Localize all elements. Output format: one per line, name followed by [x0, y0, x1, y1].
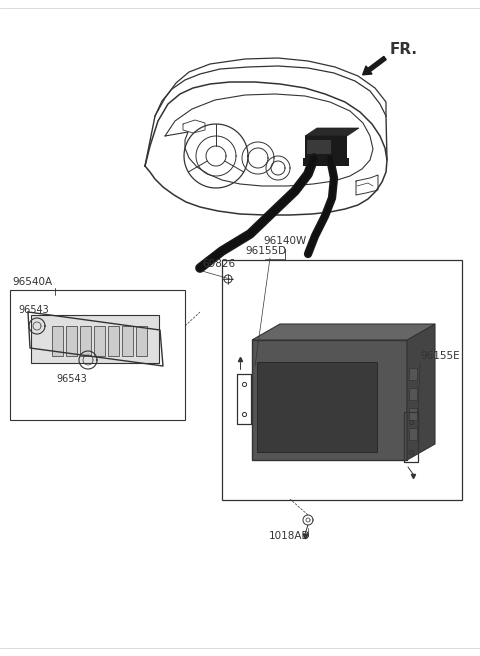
Text: 96540A: 96540A — [12, 277, 52, 287]
Bar — [108, 326, 119, 356]
Bar — [94, 326, 105, 356]
Bar — [66, 326, 77, 356]
Polygon shape — [407, 324, 435, 460]
Bar — [303, 158, 349, 166]
Bar — [252, 340, 407, 460]
Bar — [10, 290, 185, 420]
Bar — [80, 326, 91, 356]
Bar — [122, 326, 133, 356]
FancyArrow shape — [362, 56, 386, 75]
Text: 69826: 69826 — [202, 259, 235, 269]
Bar — [31, 315, 159, 363]
Polygon shape — [305, 128, 359, 136]
Bar — [409, 388, 417, 400]
Bar — [409, 428, 417, 440]
Text: 96543: 96543 — [57, 374, 87, 384]
Bar — [409, 408, 417, 420]
Bar — [257, 362, 377, 452]
Bar — [305, 136, 347, 158]
Text: 96140W: 96140W — [264, 236, 307, 246]
Bar — [52, 326, 63, 356]
Text: FR.: FR. — [390, 43, 418, 58]
Text: 96543: 96543 — [18, 305, 49, 315]
Bar — [307, 140, 331, 154]
Text: 1018AD: 1018AD — [269, 531, 311, 541]
Bar — [222, 260, 462, 500]
Polygon shape — [252, 324, 435, 340]
Text: 96155D: 96155D — [245, 246, 286, 256]
Text: 96155E: 96155E — [420, 351, 460, 361]
Bar — [409, 368, 417, 380]
Bar — [136, 326, 147, 356]
